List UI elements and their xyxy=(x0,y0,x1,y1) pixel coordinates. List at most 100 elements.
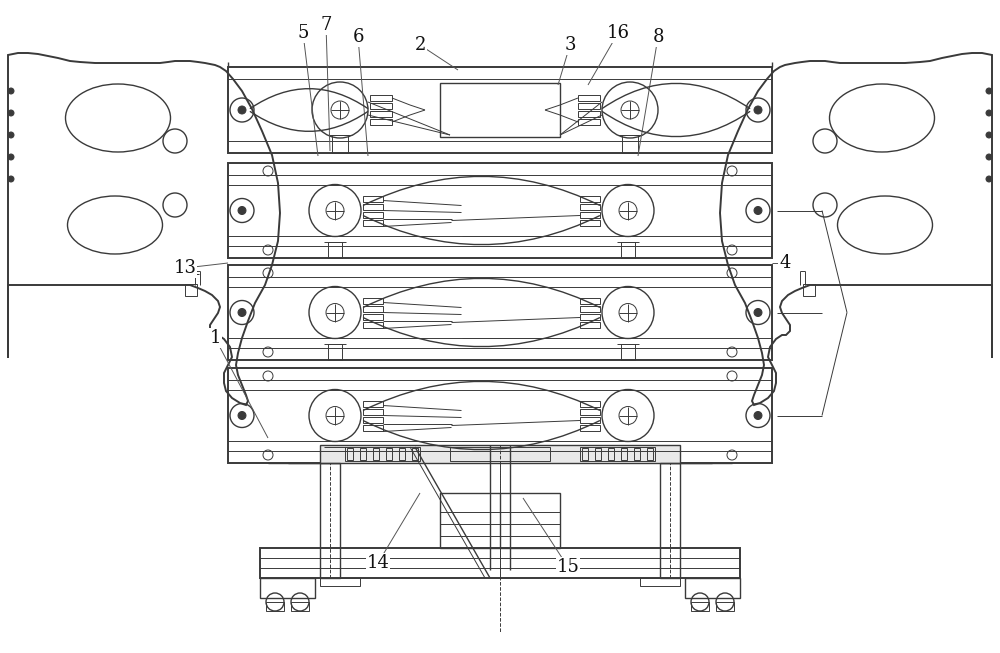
Bar xyxy=(578,111,600,117)
Text: 13: 13 xyxy=(174,259,196,277)
Circle shape xyxy=(986,110,992,116)
Bar xyxy=(320,445,680,463)
Bar xyxy=(440,83,560,137)
Circle shape xyxy=(8,176,14,182)
Bar xyxy=(228,163,772,258)
Circle shape xyxy=(986,176,992,182)
Bar xyxy=(228,368,772,463)
Bar xyxy=(580,313,600,319)
Bar xyxy=(578,119,600,125)
Bar xyxy=(621,447,635,463)
Bar xyxy=(582,448,588,460)
Bar xyxy=(228,67,772,153)
Bar xyxy=(266,602,284,611)
Text: 15: 15 xyxy=(557,558,579,576)
Bar xyxy=(363,321,383,328)
Bar xyxy=(580,204,600,210)
Bar xyxy=(580,219,600,225)
Bar xyxy=(440,493,560,548)
Bar xyxy=(363,298,383,304)
Text: 14: 14 xyxy=(367,554,389,572)
Text: 6: 6 xyxy=(352,28,364,46)
Bar xyxy=(691,602,709,611)
Bar xyxy=(608,448,614,460)
Bar xyxy=(370,103,392,109)
Bar xyxy=(363,212,383,217)
Bar xyxy=(363,424,383,430)
Bar xyxy=(580,424,600,430)
Bar xyxy=(363,219,383,225)
Circle shape xyxy=(986,88,992,94)
Text: 2: 2 xyxy=(414,36,426,54)
Bar xyxy=(634,448,640,460)
Bar xyxy=(580,417,600,422)
Bar xyxy=(185,284,197,296)
Bar xyxy=(363,195,383,202)
Circle shape xyxy=(238,106,246,114)
Bar xyxy=(578,95,600,101)
Bar xyxy=(228,265,772,360)
Bar xyxy=(660,463,680,578)
Bar xyxy=(260,548,740,578)
Circle shape xyxy=(8,154,14,160)
Bar xyxy=(412,448,418,460)
Circle shape xyxy=(238,206,246,214)
Bar xyxy=(328,344,342,360)
Circle shape xyxy=(8,88,14,94)
Bar xyxy=(320,463,340,578)
Bar xyxy=(363,313,383,319)
Bar xyxy=(332,135,348,153)
Circle shape xyxy=(8,132,14,138)
Bar xyxy=(345,447,420,461)
Bar xyxy=(580,298,600,304)
Circle shape xyxy=(238,308,246,317)
Bar xyxy=(716,602,734,611)
Bar xyxy=(450,447,550,461)
Bar xyxy=(363,306,383,311)
Text: 16: 16 xyxy=(606,24,630,42)
Bar xyxy=(647,448,653,460)
Circle shape xyxy=(754,206,762,214)
Text: 5: 5 xyxy=(297,24,309,42)
Text: 4: 4 xyxy=(779,254,791,272)
Bar xyxy=(360,448,366,460)
Bar xyxy=(685,578,740,598)
Bar xyxy=(580,195,600,202)
Circle shape xyxy=(754,308,762,317)
Bar xyxy=(580,447,655,461)
Text: 3: 3 xyxy=(564,36,576,54)
Bar xyxy=(370,119,392,125)
Circle shape xyxy=(986,132,992,138)
Bar xyxy=(347,448,353,460)
Bar xyxy=(580,400,600,407)
Bar xyxy=(580,321,600,328)
Circle shape xyxy=(8,110,14,116)
Circle shape xyxy=(754,106,762,114)
Bar xyxy=(363,409,383,415)
Bar xyxy=(621,242,635,258)
Bar xyxy=(363,204,383,210)
Bar xyxy=(260,578,315,598)
Bar xyxy=(291,602,309,611)
Bar xyxy=(386,448,392,460)
Bar xyxy=(580,212,600,217)
Text: 7: 7 xyxy=(320,16,332,34)
Bar xyxy=(622,135,638,153)
Bar xyxy=(328,242,342,258)
Bar xyxy=(640,578,680,586)
Bar xyxy=(580,409,600,415)
Circle shape xyxy=(754,411,762,419)
Bar xyxy=(363,417,383,422)
Bar xyxy=(370,111,392,117)
Bar xyxy=(621,448,627,460)
Bar xyxy=(399,448,405,460)
Bar xyxy=(580,306,600,311)
Bar xyxy=(621,344,635,360)
Bar xyxy=(320,578,360,586)
Circle shape xyxy=(986,154,992,160)
Text: 8: 8 xyxy=(652,28,664,46)
Bar xyxy=(595,448,601,460)
Bar xyxy=(803,284,815,296)
Bar xyxy=(328,447,342,463)
Bar xyxy=(363,400,383,407)
